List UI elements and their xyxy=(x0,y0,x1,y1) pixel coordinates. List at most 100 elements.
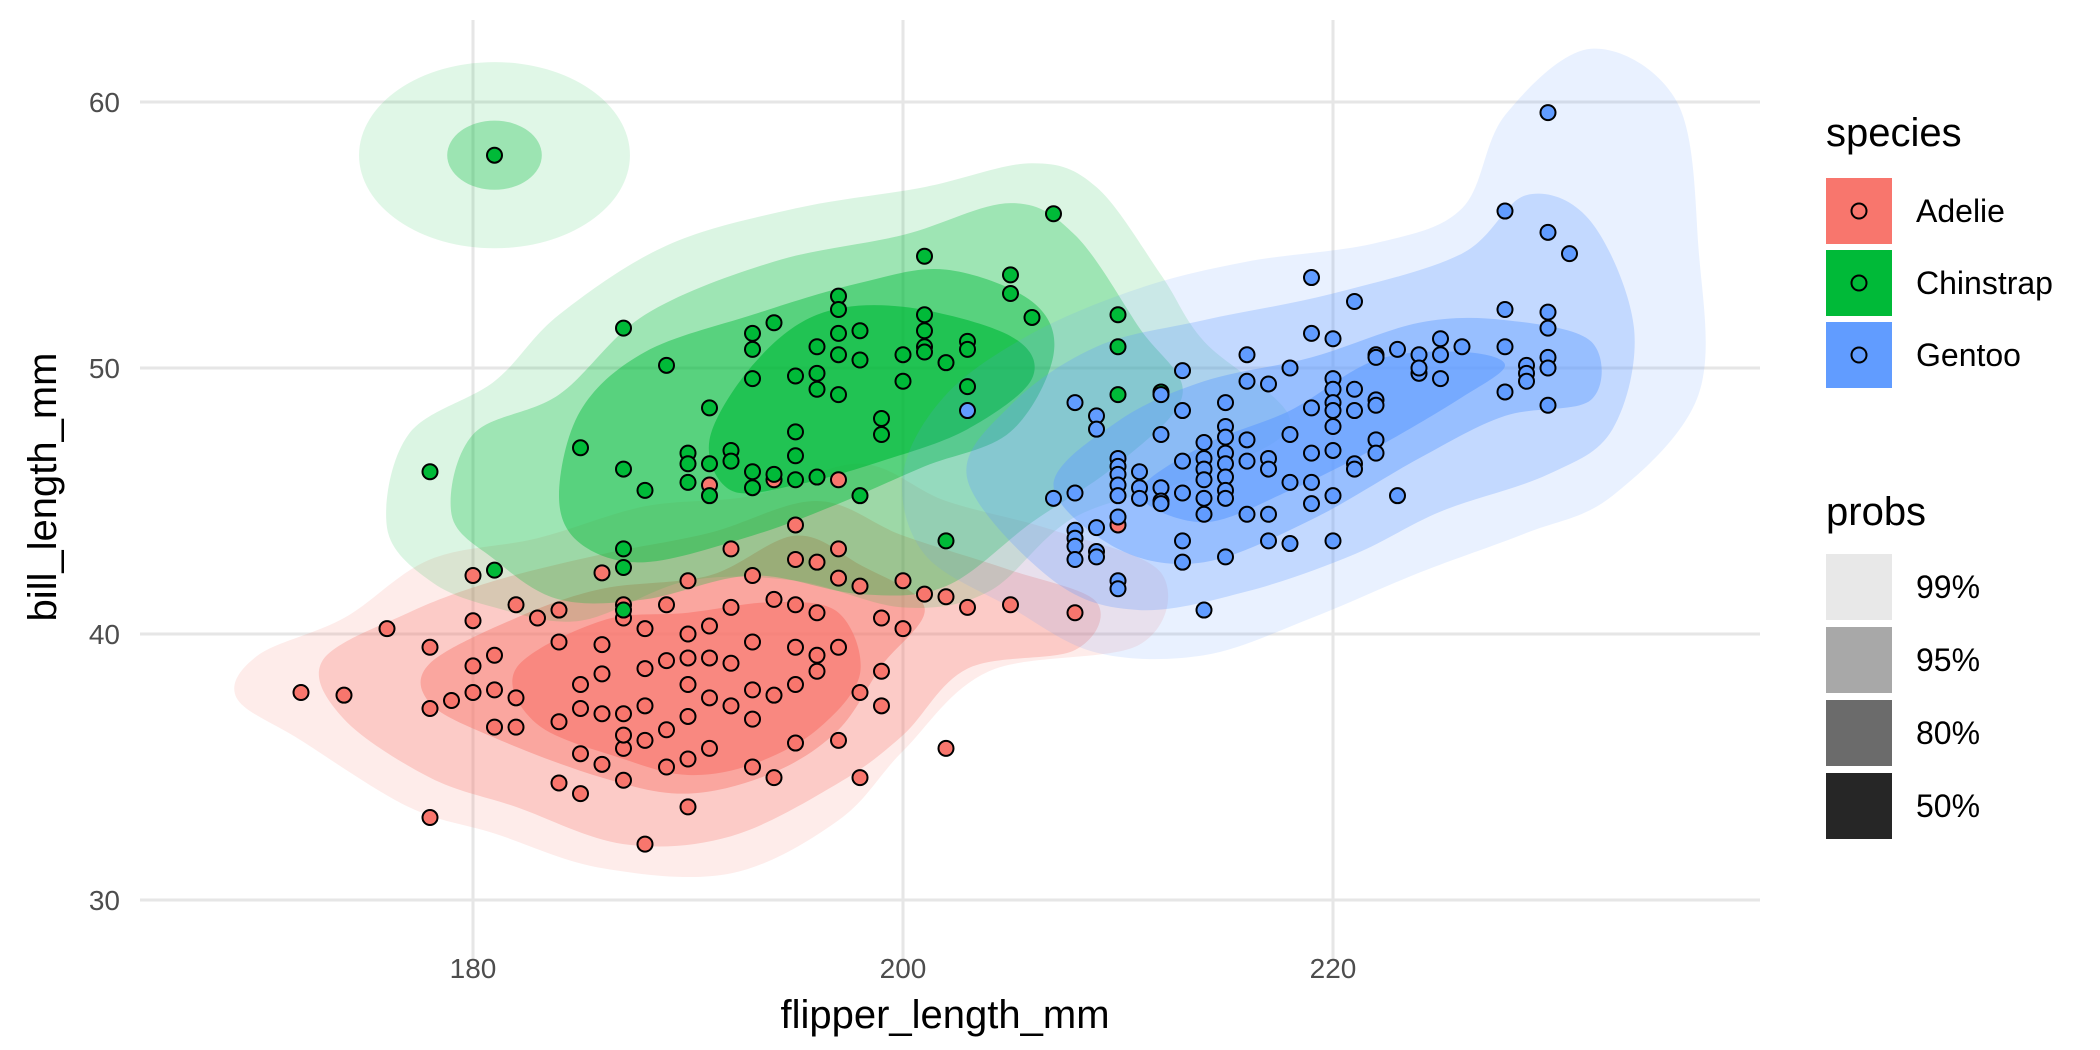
legend-label-gentoo: Gentoo xyxy=(1916,337,2021,373)
point-chinstrap xyxy=(916,247,933,265)
point-chinstrap xyxy=(916,322,933,340)
point-adelie xyxy=(292,684,310,702)
point-chinstrap xyxy=(701,399,718,417)
point-adelie xyxy=(808,604,826,622)
point-adelie xyxy=(636,835,654,853)
point-chinstrap xyxy=(486,146,503,164)
point-chinstrap xyxy=(701,455,718,473)
point-adelie xyxy=(873,609,890,627)
point-adelie xyxy=(937,588,955,606)
point-adelie xyxy=(658,758,675,776)
point-adelie xyxy=(464,566,482,584)
point-gentoo xyxy=(1410,359,1428,377)
point-adelie xyxy=(550,601,568,619)
point-adelie xyxy=(830,471,847,489)
plot-panel xyxy=(140,20,1760,960)
point-chinstrap xyxy=(765,465,783,483)
point-adelie xyxy=(744,633,761,651)
point-chinstrap xyxy=(615,319,632,337)
contour-chinstrap-50% xyxy=(708,305,1035,494)
point-adelie xyxy=(486,718,503,736)
point-chinstrap xyxy=(787,471,804,489)
y-tick-label: 60 xyxy=(89,87,120,118)
point-gentoo xyxy=(1496,300,1514,318)
point-gentoo xyxy=(1260,460,1277,478)
y-axis-title: bill_length_mm xyxy=(21,352,65,621)
point-gentoo xyxy=(1195,433,1213,451)
point-gentoo xyxy=(1088,548,1105,566)
point-gentoo xyxy=(1281,473,1299,491)
point-adelie xyxy=(636,660,654,678)
point-adelie xyxy=(701,689,718,707)
point-adelie xyxy=(486,681,503,699)
point-chinstrap xyxy=(937,354,955,372)
legend-label-probs: 99% xyxy=(1916,569,1980,605)
point-gentoo xyxy=(1045,489,1062,507)
point-gentoo xyxy=(1174,452,1191,470)
point-adelie xyxy=(529,609,546,627)
point-chinstrap xyxy=(873,410,890,428)
point-gentoo xyxy=(959,402,976,420)
point-chinstrap xyxy=(636,481,654,499)
point-gentoo xyxy=(1367,348,1385,366)
legend-key-probs xyxy=(1826,627,1892,693)
point-gentoo xyxy=(1109,580,1127,598)
point-adelie xyxy=(421,699,439,717)
point-chinstrap xyxy=(787,447,804,465)
point-gentoo xyxy=(1324,441,1342,459)
point-adelie xyxy=(701,617,718,635)
point-chinstrap xyxy=(894,372,912,390)
x-tick-label: 180 xyxy=(450,953,497,984)
point-gentoo xyxy=(1260,375,1277,393)
point-gentoo xyxy=(1109,508,1127,526)
point-adelie xyxy=(486,646,503,664)
point-adelie xyxy=(787,734,804,752)
point-chinstrap xyxy=(615,601,632,619)
point-adelie xyxy=(959,598,976,616)
point-gentoo xyxy=(1174,484,1191,502)
legend-key-point xyxy=(1850,274,1868,292)
point-adelie xyxy=(550,774,568,792)
point-adelie xyxy=(765,590,783,608)
point-adelie xyxy=(808,662,826,680)
point-gentoo xyxy=(1066,551,1084,569)
point-adelie xyxy=(1066,604,1084,622)
legend-label-probs: 95% xyxy=(1916,642,1980,678)
point-chinstrap xyxy=(959,340,976,358)
point-chinstrap xyxy=(744,340,761,358)
point-chinstrap xyxy=(486,561,503,579)
point-gentoo xyxy=(1539,319,1557,337)
point-adelie xyxy=(787,596,804,614)
point-gentoo xyxy=(1367,396,1385,414)
point-gentoo xyxy=(1389,487,1406,505)
point-gentoo xyxy=(1324,532,1342,550)
legend-probs: probs 99% 95% 80% 50% xyxy=(1826,490,1980,839)
point-adelie xyxy=(679,676,697,694)
point-gentoo xyxy=(1389,340,1406,358)
point-gentoo xyxy=(1152,495,1170,513)
point-adelie xyxy=(808,553,826,571)
point-gentoo xyxy=(1496,202,1514,220)
point-adelie xyxy=(658,721,675,739)
point-adelie xyxy=(550,713,568,731)
point-adelie xyxy=(593,564,611,582)
point-gentoo xyxy=(1260,505,1277,523)
point-adelie xyxy=(335,686,353,704)
point-adelie xyxy=(830,540,847,558)
point-gentoo xyxy=(1131,463,1148,481)
point-gentoo xyxy=(1195,601,1213,619)
point-adelie xyxy=(593,636,611,654)
legend-species-title: species xyxy=(1826,111,1962,155)
point-adelie xyxy=(722,654,740,672)
point-chinstrap xyxy=(851,322,869,340)
point-adelie xyxy=(443,692,460,709)
point-gentoo xyxy=(1238,346,1256,364)
point-adelie xyxy=(572,745,589,763)
point-gentoo xyxy=(1217,428,1234,446)
point-gentoo xyxy=(1217,394,1234,412)
point-adelie xyxy=(744,681,761,699)
point-adelie xyxy=(679,572,697,590)
point-gentoo xyxy=(1217,489,1234,507)
point-adelie xyxy=(830,731,847,749)
point-chinstrap xyxy=(916,306,933,324)
